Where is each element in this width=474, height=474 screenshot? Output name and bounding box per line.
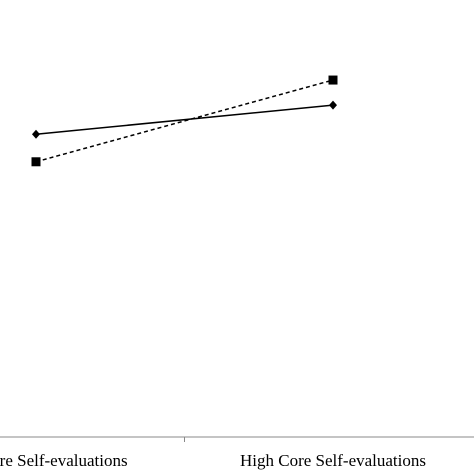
marker (32, 129, 40, 139)
x-tick-label: High Core Self-evaluations (240, 451, 426, 470)
x-tick-label: Low Core Self-evaluations (0, 451, 128, 470)
marker (31, 157, 41, 167)
series-line (35, 104, 334, 136)
marker (329, 100, 337, 110)
marker (328, 75, 338, 85)
series-line (35, 79, 334, 163)
